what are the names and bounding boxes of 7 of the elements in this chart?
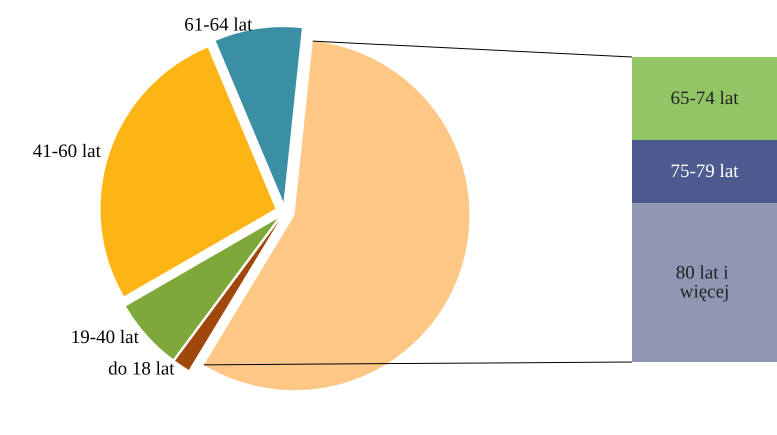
series-label: 65-74 lat: [670, 88, 740, 109]
series-label: 75-79 lat: [670, 161, 740, 182]
slice-label: 19-40 lat: [70, 327, 140, 348]
slice-label: do 18 lat: [108, 358, 176, 380]
slice-label: 61-64 lat: [184, 14, 254, 36]
series-label: 80 lat i więcej: [676, 262, 734, 303]
slice-label: 41-60 lat: [32, 141, 102, 162]
